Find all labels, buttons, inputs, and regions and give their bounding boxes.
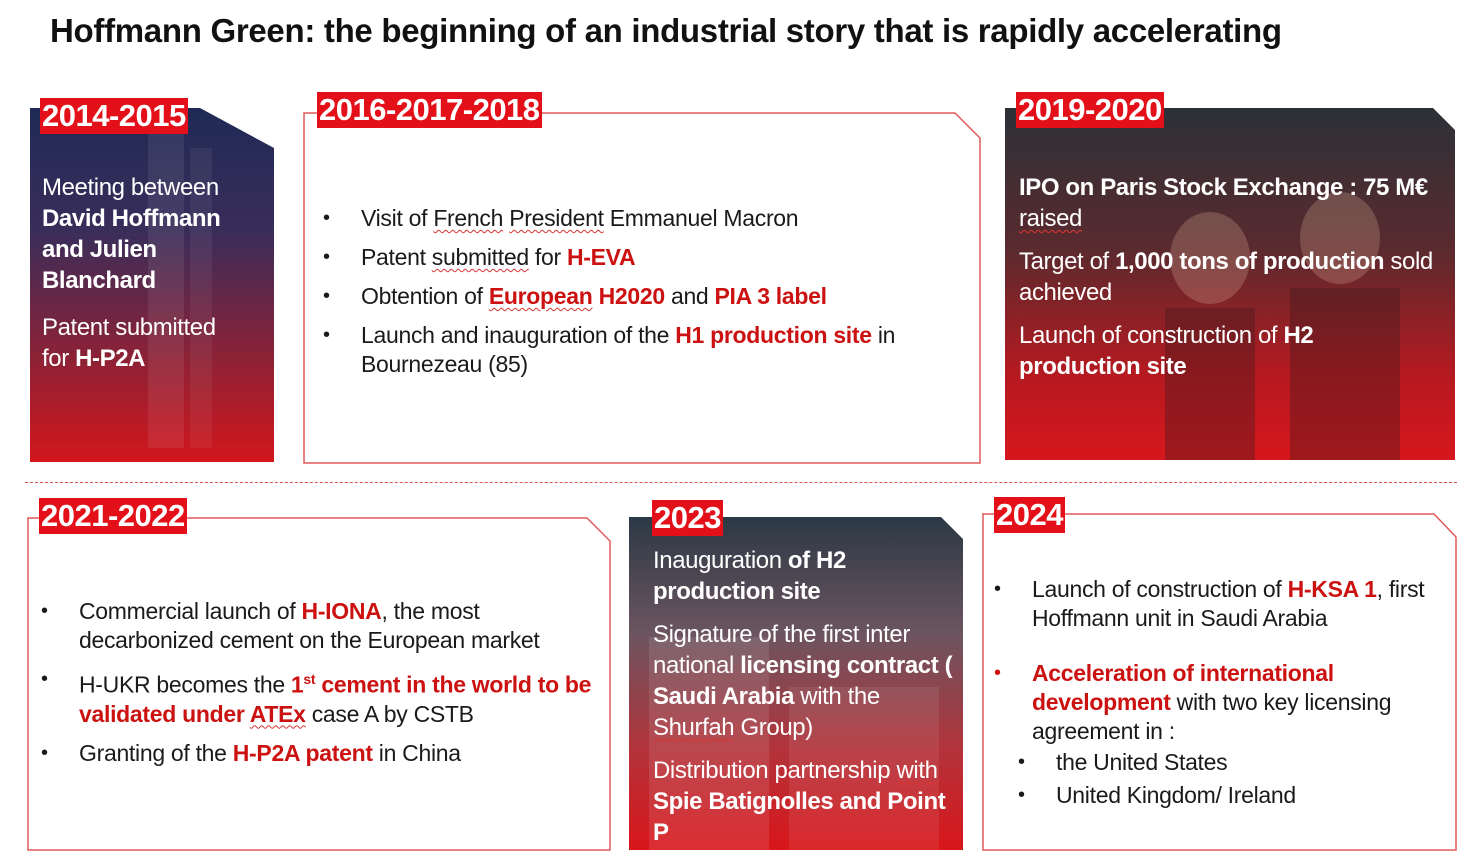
card-2016-2018: Visit of French President Emmanuel Macro… bbox=[303, 112, 981, 464]
card-2023: Inauguration of H2 production site Signa… bbox=[629, 517, 963, 850]
list-item: Patent submitted for H-EVA bbox=[323, 243, 963, 272]
label-2023: 2023 bbox=[652, 500, 723, 536]
text-h2-inauguration: of H2 production site bbox=[653, 547, 846, 605]
label-2024: 2024 bbox=[994, 497, 1065, 533]
label-2019-2020: 2019-2020 bbox=[1016, 92, 1164, 128]
building-photo-graphic bbox=[148, 108, 274, 448]
page-title: Hoffmann Green: the beginning of an indu… bbox=[50, 12, 1282, 49]
text-julien: and Julien bbox=[42, 236, 157, 263]
ipo-photo-graphic bbox=[1165, 108, 1455, 460]
card-frame bbox=[982, 513, 1457, 851]
card-2023-text: Inauguration of H2 production site Signa… bbox=[653, 547, 953, 846]
list-item: Commercial launch of H-IONA, the most de… bbox=[41, 597, 601, 655]
text-hp2a: H-P2A bbox=[75, 345, 146, 372]
list-item: Granting of the H-P2A patent in China bbox=[41, 739, 601, 768]
text-licensing: licensing contract bbox=[740, 652, 939, 679]
card-2024-list: Launch of construction of H-KSA 1, first… bbox=[994, 575, 1444, 814]
list-item: Launch of construction of H-KSA 1, first… bbox=[994, 575, 1444, 633]
text-patent: Patent submitted bbox=[42, 314, 216, 341]
card-2016-list: Visit of French President Emmanuel Macro… bbox=[323, 204, 963, 389]
card-2019-text: IPO on Paris Stock Exchange : 75 M€ rais… bbox=[1019, 174, 1433, 380]
text-h2-site: H2 production site bbox=[1019, 322, 1314, 380]
text-raised: raised bbox=[1019, 205, 1082, 232]
list-item: H-UKR becomes the 1st cement in the worl… bbox=[41, 665, 601, 729]
card-frame bbox=[27, 517, 611, 851]
list-item: Obtention of European H2020 and PIA 3 la… bbox=[323, 282, 963, 311]
label-2021-2022: 2021-2022 bbox=[39, 498, 187, 534]
text-meeting: Meeting between bbox=[42, 174, 219, 201]
list-item: the United States bbox=[1018, 748, 1444, 777]
list-item: Visit of French President Emmanuel Macro… bbox=[323, 204, 963, 233]
card-2014-text: Meeting between David Hoffmann and Julie… bbox=[42, 172, 268, 374]
factory-photo-graphic bbox=[649, 517, 963, 850]
text-tons: 1,000 tons of production bbox=[1115, 248, 1385, 275]
list-item: Acceleration of international developmen… bbox=[994, 659, 1444, 746]
section-divider bbox=[25, 482, 1457, 483]
card-2024: Launch of construction of H-KSA 1, first… bbox=[982, 513, 1457, 851]
list-item: United Kingdom/ Ireland bbox=[1018, 781, 1444, 810]
text-ipo: IPO on Paris Stock Exchange : 75 M€ bbox=[1019, 174, 1428, 201]
label-2016-2018: 2016-2017-2018 bbox=[317, 92, 542, 128]
text-david: David Hoffmann bbox=[42, 205, 221, 232]
text-for: for bbox=[42, 345, 76, 372]
card-frame bbox=[303, 112, 981, 464]
card-2019-2020: IPO on Paris Stock Exchange : 75 M€ rais… bbox=[1005, 108, 1455, 460]
card-2021-2022: Commercial launch of H-IONA, the most de… bbox=[27, 517, 611, 851]
list-item: Launch and inauguration of the H1 produc… bbox=[323, 321, 963, 379]
text-partners: Spie Batignolles and Point P bbox=[653, 788, 946, 846]
card-2014-2015: Meeting between David Hoffmann and Julie… bbox=[30, 108, 274, 462]
card-2021-list: Commercial launch of H-IONA, the most de… bbox=[41, 597, 601, 778]
text-blanchard: Blanchard bbox=[42, 267, 156, 294]
label-2014-2015: 2014-2015 bbox=[40, 98, 188, 134]
